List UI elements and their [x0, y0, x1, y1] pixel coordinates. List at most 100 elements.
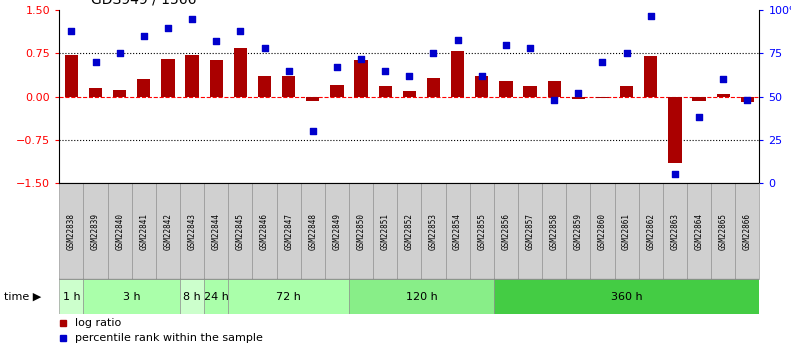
Text: 72 h: 72 h: [276, 292, 301, 302]
Bar: [233, 48, 247, 97]
Bar: [354, 60, 368, 97]
Point: [379, 68, 392, 73]
Bar: [620, 86, 634, 97]
Point: [572, 90, 585, 96]
Bar: [494, 279, 759, 314]
Text: GSM22860: GSM22860: [598, 213, 607, 250]
Bar: [687, 183, 711, 279]
Bar: [638, 183, 663, 279]
Point: [65, 28, 78, 34]
Text: GSM22851: GSM22851: [380, 213, 390, 250]
Point: [161, 25, 174, 30]
Bar: [422, 183, 445, 279]
Bar: [301, 183, 325, 279]
Bar: [89, 88, 102, 97]
Bar: [596, 97, 609, 98]
Text: GSM22855: GSM22855: [477, 213, 486, 250]
Text: GSM22847: GSM22847: [284, 213, 293, 250]
Bar: [84, 183, 108, 279]
Bar: [108, 183, 132, 279]
Bar: [65, 55, 78, 97]
Bar: [451, 51, 464, 97]
Bar: [572, 97, 585, 99]
Point: [596, 59, 609, 65]
Point: [475, 73, 488, 79]
Point: [113, 51, 126, 56]
Text: 8 h: 8 h: [184, 292, 201, 302]
Bar: [717, 94, 730, 97]
Point: [548, 97, 561, 103]
Bar: [258, 77, 271, 97]
Text: GSM22854: GSM22854: [453, 213, 462, 250]
Text: GSM22861: GSM22861: [622, 213, 631, 250]
Bar: [735, 183, 759, 279]
Point: [354, 56, 367, 61]
Bar: [494, 183, 518, 279]
Bar: [180, 279, 204, 314]
Text: GSM22842: GSM22842: [164, 213, 172, 250]
Point: [620, 51, 633, 56]
Bar: [518, 183, 542, 279]
Bar: [373, 183, 397, 279]
Point: [693, 115, 706, 120]
Bar: [711, 183, 735, 279]
Text: GSM22852: GSM22852: [405, 213, 414, 250]
Bar: [180, 183, 204, 279]
Bar: [644, 56, 657, 97]
Text: 120 h: 120 h: [406, 292, 437, 302]
Text: 1 h: 1 h: [62, 292, 80, 302]
Bar: [668, 97, 682, 163]
Bar: [547, 80, 561, 97]
Text: 3 h: 3 h: [123, 292, 141, 302]
Text: GSM22850: GSM22850: [357, 213, 365, 250]
Bar: [252, 183, 277, 279]
Point: [258, 46, 271, 51]
Bar: [204, 279, 229, 314]
Bar: [331, 85, 343, 97]
Point: [403, 73, 416, 79]
Bar: [663, 183, 687, 279]
Text: GSM22841: GSM22841: [139, 213, 148, 250]
Bar: [282, 77, 295, 97]
Text: GSM22840: GSM22840: [115, 213, 124, 250]
Text: GSM22848: GSM22848: [308, 213, 317, 250]
Text: GSM22863: GSM22863: [671, 213, 679, 250]
Bar: [210, 60, 223, 97]
Text: GSM22849: GSM22849: [332, 213, 342, 250]
Bar: [590, 183, 615, 279]
Point: [138, 33, 150, 39]
Bar: [615, 183, 638, 279]
Text: GSM22857: GSM22857: [525, 213, 535, 250]
Bar: [156, 183, 180, 279]
Bar: [185, 55, 199, 97]
Text: GSM22864: GSM22864: [694, 213, 703, 250]
Text: GSM22839: GSM22839: [91, 213, 100, 250]
Text: percentile rank within the sample: percentile rank within the sample: [74, 333, 263, 343]
Bar: [470, 183, 494, 279]
Bar: [475, 77, 488, 97]
Bar: [306, 97, 320, 101]
Bar: [403, 91, 416, 97]
Text: GSM22844: GSM22844: [212, 213, 221, 250]
Text: GSM22856: GSM22856: [501, 213, 510, 250]
Point: [331, 65, 343, 70]
Point: [234, 28, 247, 34]
Point: [282, 68, 295, 73]
Text: GSM22859: GSM22859: [573, 213, 583, 250]
Bar: [59, 183, 84, 279]
Bar: [566, 183, 590, 279]
Text: 24 h: 24 h: [204, 292, 229, 302]
Text: GSM22865: GSM22865: [719, 213, 728, 250]
Text: GSM22862: GSM22862: [646, 213, 655, 250]
Bar: [692, 97, 706, 101]
Text: GSM22838: GSM22838: [67, 213, 76, 250]
Text: time ▶: time ▶: [4, 292, 41, 302]
Point: [524, 46, 536, 51]
Bar: [137, 79, 150, 97]
Bar: [499, 80, 513, 97]
Text: 360 h: 360 h: [611, 292, 642, 302]
Text: GSM22846: GSM22846: [260, 213, 269, 250]
Bar: [349, 183, 373, 279]
Bar: [84, 279, 180, 314]
Text: GSM22845: GSM22845: [236, 213, 245, 250]
